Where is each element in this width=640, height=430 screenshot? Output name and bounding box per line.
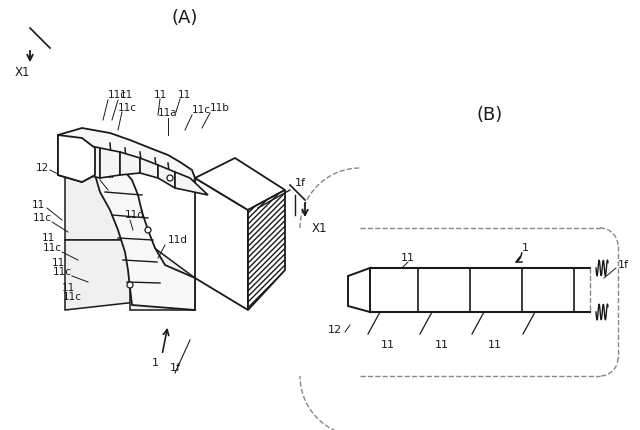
- Text: 1: 1: [522, 243, 529, 253]
- Polygon shape: [65, 140, 100, 178]
- Text: 12: 12: [35, 163, 49, 173]
- Text: 11: 11: [61, 283, 75, 293]
- Text: 1f: 1f: [170, 363, 180, 373]
- Text: 11: 11: [435, 340, 449, 350]
- Text: 11: 11: [381, 340, 395, 350]
- Circle shape: [127, 282, 133, 288]
- Text: 11d: 11d: [125, 210, 145, 220]
- Polygon shape: [65, 170, 145, 240]
- Polygon shape: [348, 268, 370, 312]
- Text: 12: 12: [328, 325, 342, 335]
- Text: 11: 11: [120, 90, 133, 100]
- Polygon shape: [195, 158, 285, 210]
- Text: 11: 11: [401, 253, 415, 263]
- Polygon shape: [100, 148, 120, 178]
- Text: 1: 1: [152, 358, 159, 368]
- Text: 11c: 11c: [108, 90, 127, 100]
- Text: 11b: 11b: [210, 103, 230, 113]
- Text: 11c: 11c: [118, 103, 137, 113]
- Circle shape: [167, 175, 173, 181]
- Text: 11c: 11c: [192, 105, 211, 115]
- Polygon shape: [248, 190, 285, 310]
- Polygon shape: [58, 135, 95, 182]
- Polygon shape: [130, 230, 195, 310]
- Text: 1f: 1f: [618, 260, 629, 270]
- Polygon shape: [158, 165, 175, 188]
- Text: 11c: 11c: [53, 267, 72, 277]
- Polygon shape: [175, 172, 208, 195]
- Text: X1: X1: [312, 221, 328, 234]
- Text: 11c: 11c: [63, 292, 82, 302]
- Text: 11: 11: [178, 90, 191, 100]
- Text: 11: 11: [488, 340, 502, 350]
- Text: X1: X1: [14, 65, 29, 79]
- Text: 11: 11: [32, 200, 45, 210]
- Text: 11: 11: [52, 258, 65, 268]
- Text: (B): (B): [477, 106, 503, 124]
- Text: 11: 11: [42, 233, 55, 243]
- Polygon shape: [195, 178, 248, 310]
- Text: 11c: 11c: [43, 243, 62, 253]
- Polygon shape: [65, 240, 155, 310]
- Text: 11: 11: [154, 90, 166, 100]
- Text: 1f: 1f: [295, 178, 306, 188]
- Text: 11d: 11d: [95, 170, 115, 180]
- Polygon shape: [120, 152, 140, 175]
- Text: (A): (A): [172, 9, 198, 27]
- Text: 11d: 11d: [168, 235, 188, 245]
- Text: 11a: 11a: [158, 108, 178, 118]
- Polygon shape: [140, 158, 158, 178]
- Polygon shape: [58, 128, 195, 310]
- Text: 11c: 11c: [33, 213, 52, 223]
- Circle shape: [145, 227, 151, 233]
